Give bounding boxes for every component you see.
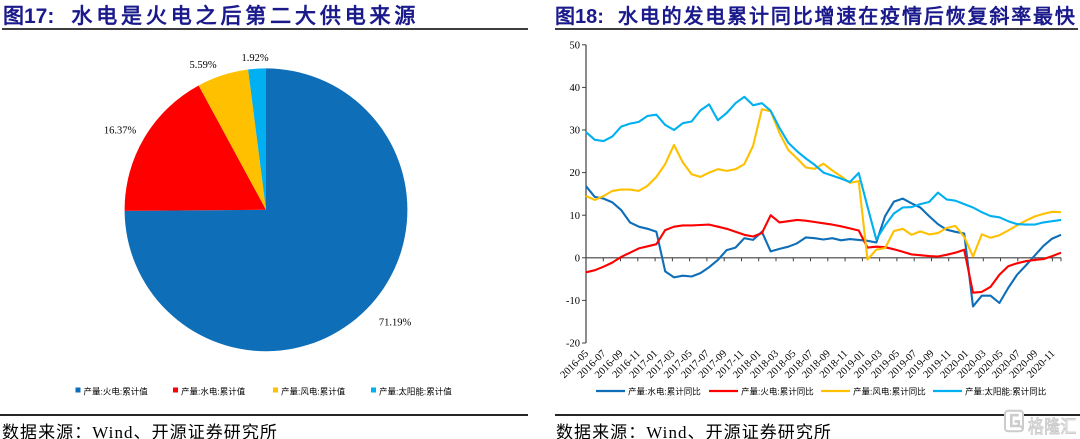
svg-text:5.59%: 5.59% <box>189 60 216 71</box>
svg-text:-20: -20 <box>566 339 580 350</box>
svg-text:71.19%: 71.19% <box>379 318 412 329</box>
svg-text:产量:火电:累计值: 产量:火电:累计值 <box>84 387 149 397</box>
svg-text:-10: -10 <box>566 296 580 307</box>
svg-text:产量:风电:累计同比: 产量:风电:累计同比 <box>853 387 926 397</box>
svg-text:10: 10 <box>570 211 581 222</box>
svg-text:产量:太阳能:累计同比: 产量:太阳能:累计同比 <box>965 387 1046 397</box>
svg-text:30: 30 <box>570 126 581 137</box>
svg-text:产量:火电:累计同比: 产量:火电:累计同比 <box>741 387 814 397</box>
svg-text:20: 20 <box>570 168 581 179</box>
svg-text:16.37%: 16.37% <box>104 126 137 137</box>
svg-text:产量:风电:累计值: 产量:风电:累计值 <box>281 387 346 397</box>
svg-text:50: 50 <box>570 40 581 51</box>
svg-text:1.92%: 1.92% <box>241 53 268 64</box>
svg-text:40: 40 <box>570 83 581 94</box>
svg-text:产量:水电:累计值: 产量:水电:累计值 <box>181 387 246 397</box>
svg-text:0: 0 <box>575 253 580 264</box>
svg-text:产量:水电:累计同比: 产量:水电:累计同比 <box>628 387 701 397</box>
svg-text:产量:太阳能:累计值: 产量:太阳能:累计值 <box>379 387 452 397</box>
